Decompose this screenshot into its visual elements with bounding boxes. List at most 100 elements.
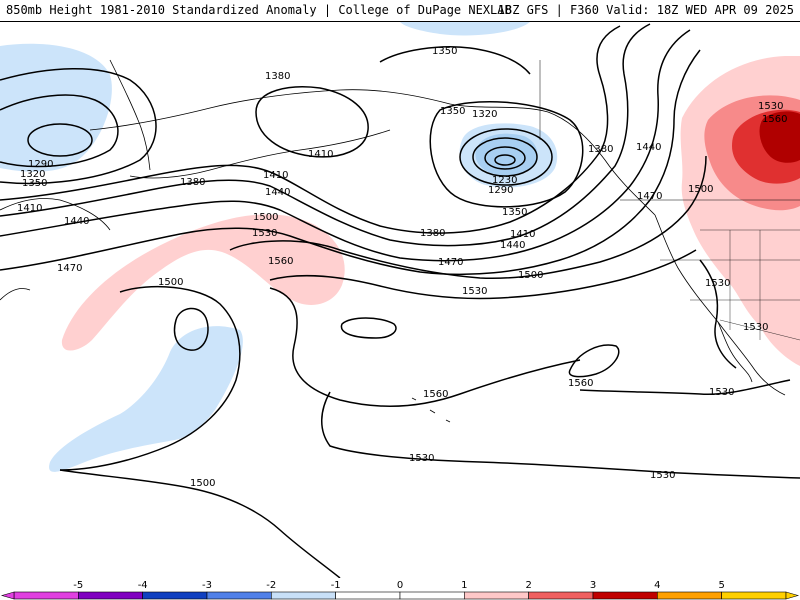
contour-label: 1290 bbox=[28, 159, 53, 170]
contour-label: 1410 bbox=[510, 229, 535, 240]
colorbar-tick-label: -4 bbox=[138, 580, 148, 591]
colorbar-segment bbox=[528, 591, 594, 600]
positive-anomaly-shading bbox=[61, 56, 800, 366]
colorbar-tick-label: 2 bbox=[526, 580, 532, 591]
contour-label: 1530 bbox=[705, 278, 730, 289]
colorbar-segment bbox=[206, 591, 272, 600]
contour-labels: 1350 1380 1350 1320 1410 1290 1320 1350 … bbox=[17, 46, 787, 489]
colorbar-tick-label: 0 bbox=[397, 580, 403, 591]
contour-label: 1470 bbox=[438, 257, 463, 268]
contour-1530-mid bbox=[269, 249, 697, 300]
contour-label: 1560 bbox=[268, 256, 293, 267]
contour-label: 1380 bbox=[265, 71, 290, 82]
height-contours bbox=[0, 23, 800, 578]
contour-label: 1380 bbox=[588, 144, 613, 155]
contour-1380-zonal bbox=[0, 25, 621, 234]
colorbar-tick-label: 1 bbox=[461, 580, 467, 591]
map-header: 850mb Height 1981-2010 Standardized Anom… bbox=[0, 0, 800, 22]
colorbar-tick-label: 4 bbox=[654, 580, 660, 591]
colorbar-arrow-left bbox=[0, 591, 15, 600]
colorbar-segment bbox=[270, 591, 336, 600]
colorbar-segment bbox=[463, 591, 529, 600]
contour-1530-east bbox=[579, 379, 791, 396]
contour-label: 1530 bbox=[462, 286, 487, 297]
contour-1350-north bbox=[379, 46, 531, 75]
aleutian-chain bbox=[129, 129, 391, 179]
colorbar-segment bbox=[656, 591, 722, 600]
contour-label: 1500 bbox=[518, 270, 543, 281]
contour-label: 1350 bbox=[432, 46, 457, 57]
map-title: 850mb Height 1981-2010 Standardized Anom… bbox=[6, 3, 512, 17]
contour-1380-arctic bbox=[255, 86, 369, 158]
contour-label: 1230 bbox=[492, 175, 517, 186]
contour-label: 1500 bbox=[158, 277, 183, 288]
contour-1530-south bbox=[321, 391, 800, 479]
colorbar-segment bbox=[13, 591, 79, 600]
us-state-borders bbox=[660, 229, 800, 341]
anomaly-blob-central-pacific bbox=[49, 326, 243, 472]
contour-label: 1530 bbox=[743, 322, 768, 333]
anomaly-blob-bering bbox=[0, 43, 112, 172]
colorbar-tick-label: -2 bbox=[266, 580, 276, 591]
colorbar-segment bbox=[399, 591, 465, 600]
colorbar-segment bbox=[142, 591, 208, 600]
contour-1500-central bbox=[59, 285, 241, 471]
anomaly-blob-north-edge bbox=[400, 22, 530, 36]
coastlines bbox=[0, 59, 800, 423]
contour-1260 bbox=[484, 146, 526, 170]
colorbar-tick-label: 5 bbox=[719, 580, 725, 591]
anomaly-map: 1350 1380 1350 1320 1410 1290 1320 1350 … bbox=[0, 22, 800, 578]
north-america-west-coast bbox=[654, 214, 786, 396]
contour-label: 1530 bbox=[252, 228, 277, 239]
colorbar-segment bbox=[721, 591, 787, 600]
contour-1320-bering bbox=[0, 94, 119, 168]
contour-label: 1500 bbox=[688, 184, 713, 195]
alaska-coast bbox=[89, 89, 656, 216]
anomaly-colorbar: -5 -4 -3 -2 -1 0 1 2 3 4 5 bbox=[0, 580, 800, 600]
contour-1560-closed-a bbox=[340, 317, 397, 339]
contour-1440-zonal bbox=[0, 29, 691, 262]
contour-label: 1350 bbox=[440, 106, 465, 117]
contour-label: 1470 bbox=[637, 191, 662, 202]
contour-1500-north bbox=[229, 155, 707, 280]
contour-1230 bbox=[494, 154, 516, 166]
hawaii-islands bbox=[411, 397, 451, 423]
contour-label: 1440 bbox=[265, 187, 290, 198]
contour-label: 1530 bbox=[409, 453, 434, 464]
contour-1290a bbox=[472, 137, 538, 177]
contour-label: 1440 bbox=[636, 142, 661, 153]
colorbar-tick-label: -1 bbox=[331, 580, 341, 591]
baja-peninsula bbox=[717, 321, 753, 383]
contour-label: 1410 bbox=[308, 149, 333, 160]
contour-label: 1500 bbox=[253, 212, 278, 223]
colorbar-segment bbox=[592, 591, 658, 600]
contour-label: 1560 bbox=[568, 378, 593, 389]
contour-label: 1530 bbox=[709, 387, 734, 398]
colorbar-tick-label: -5 bbox=[73, 580, 83, 591]
contour-label: 1410 bbox=[263, 170, 288, 181]
contour-label: 1440 bbox=[500, 240, 525, 251]
contour-label: 1380 bbox=[180, 177, 205, 188]
contour-1530-far-east bbox=[699, 259, 737, 369]
contour-label: 1410 bbox=[17, 203, 42, 214]
contour-1500-south bbox=[59, 469, 341, 578]
contour-1350-bering bbox=[0, 68, 157, 185]
contour-label: 1530 bbox=[650, 470, 675, 481]
colorbar-segment bbox=[78, 591, 143, 600]
anomaly-blob-north-pacific-ridge bbox=[61, 214, 345, 351]
contour-label: 1530 bbox=[758, 101, 783, 112]
colorbar-ticks: -5 -4 -3 -2 -1 0 1 2 3 4 5 bbox=[73, 580, 725, 591]
kamchatka bbox=[109, 59, 151, 171]
contour-label: 1560 bbox=[423, 389, 448, 400]
contour-label: 1320 bbox=[20, 169, 45, 180]
colorbar-tick-label: 3 bbox=[590, 580, 596, 591]
contour-label: 1440 bbox=[64, 216, 89, 227]
anomaly-blob-west-max bbox=[759, 111, 800, 163]
contour-label: 1500 bbox=[190, 478, 215, 489]
contour-label: 1350 bbox=[502, 207, 527, 218]
colorbar-tick-label: -3 bbox=[202, 580, 212, 591]
contour-1560-closed-b bbox=[568, 344, 620, 378]
contour-1500-closed bbox=[173, 307, 209, 351]
contour-label: 1560 bbox=[762, 114, 787, 125]
contour-label: 1320 bbox=[472, 109, 497, 120]
